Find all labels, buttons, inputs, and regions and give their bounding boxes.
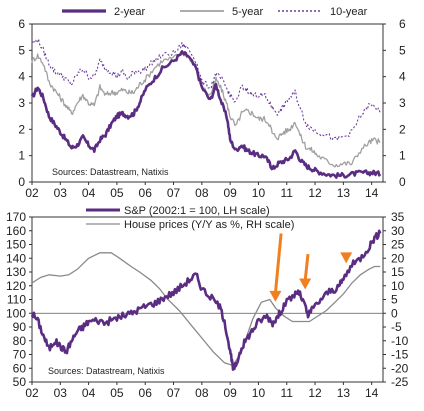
top-left-tick-label: 0: [18, 175, 25, 189]
top-right-tick-label: 0: [399, 175, 406, 189]
series-line-2-year: [32, 51, 380, 177]
bottom-x-tick-label: 08: [195, 386, 209, 400]
bottom-right-tick-label: 20: [391, 251, 405, 265]
top-x-tick-label: 14: [365, 186, 379, 200]
top-x-tick-label: 09: [223, 186, 237, 200]
top-right-tick-label: 6: [399, 17, 406, 31]
top-legend: 2-year 5-year 10-year: [62, 6, 368, 18]
orange-arrow-head: [269, 291, 281, 302]
bottom-chart-panel: 5060708090100110120130140150160170-25-20…: [6, 210, 409, 400]
top-x-tick-label: 04: [82, 186, 96, 200]
top-right-tick-label: 3: [399, 96, 406, 110]
bottom-x-tick-label: 07: [167, 386, 181, 400]
top-x-tick-label: 05: [110, 186, 124, 200]
top-source-note: Sources: Datastream, Natixis: [52, 167, 169, 177]
top-legend-label: 10-year: [330, 6, 368, 18]
bottom-left-tick-label: 130: [6, 265, 26, 279]
bottom-right-tick-label: 30: [391, 224, 405, 238]
top-legend-label: 2-year: [114, 6, 146, 18]
bottom-x-tick-label: 02: [25, 386, 39, 400]
series-line-5-year: [32, 52, 380, 167]
top-x-tick-label: 06: [139, 186, 153, 200]
bottom-x-tick-label: 13: [337, 386, 351, 400]
top-left-tick-label: 1: [18, 149, 25, 163]
bottom-legend: S&P (2002:1 = 100, LH scale) House prices…: [86, 205, 294, 231]
top-x-tick-label: 12: [308, 186, 322, 200]
bottom-x-tick-label: 11: [281, 386, 294, 400]
bottom-plot-frame: [32, 217, 383, 382]
orange-arrow-shaft: [305, 254, 308, 280]
bottom-x-tick-label: 12: [308, 386, 322, 400]
bottom-right-tick-label: -25: [391, 375, 409, 389]
top-right-tick-label: 1: [399, 149, 406, 163]
top-right-tick-label: 4: [399, 70, 406, 84]
series-line-sp: [32, 231, 380, 370]
bottom-right-tick-label: 25: [391, 238, 405, 252]
bottom-x-tick-label: 14: [365, 386, 379, 400]
top-x-tick-label: 08: [195, 186, 209, 200]
top-left-tick-label: 6: [18, 17, 25, 31]
bottom-left-tick-label: 50: [13, 375, 27, 389]
bottom-left-tick-label: 80: [13, 334, 27, 348]
bottom-x-tick-label: 10: [252, 386, 266, 400]
bottom-left-tick-label: 150: [6, 238, 26, 252]
top-left-tick-label: 3: [18, 96, 25, 110]
bottom-left-tick-label: 60: [13, 361, 27, 375]
top-legend-label: 5-year: [232, 6, 264, 18]
bottom-left-tick-label: 100: [6, 306, 26, 320]
bottom-source-note: Sources: Datastream, Natixis: [48, 366, 165, 376]
bottom-x-tick-label: 09: [223, 386, 237, 400]
top-x-tick-label: 13: [337, 186, 351, 200]
top-x-tick-label: 03: [54, 186, 68, 200]
bottom-right-tick-label: 5: [391, 293, 398, 307]
series-line-10-year: [32, 39, 380, 140]
bottom-right-tick-label: -20: [391, 361, 409, 375]
top-x-tick-label: 10: [252, 186, 266, 200]
bottom-right-tick-label: -10: [391, 334, 409, 348]
bottom-legend-label-sp: S&P (2002:1 = 100, LH scale): [124, 205, 270, 217]
bottom-right-tick-label: 15: [391, 265, 405, 279]
bottom-left-tick-label: 160: [6, 224, 26, 238]
bottom-left-tick-label: 140: [6, 251, 26, 265]
bottom-right-tick-label: 35: [391, 210, 405, 224]
bottom-right-tick-label: -5: [391, 320, 402, 334]
bottom-right-tick-label: -15: [391, 348, 409, 362]
orange-arrow-shaft: [275, 234, 281, 293]
bottom-right-tick-label: 10: [391, 279, 405, 293]
bottom-left-tick-label: 110: [7, 293, 26, 307]
orange-arrow-head: [340, 252, 352, 263]
top-x-tick-label: 07: [167, 186, 181, 200]
top-right-tick-label: 2: [399, 122, 406, 136]
bottom-legend-label-house: House prices (Y/Y as %, RH scale): [124, 219, 294, 231]
bottom-left-tick-label: 90: [13, 320, 27, 334]
series-line-house-prices: [32, 253, 380, 366]
bottom-left-tick-label: 170: [6, 210, 26, 224]
bottom-x-tick-label: 04: [82, 386, 96, 400]
top-left-tick-label: 5: [18, 43, 25, 57]
bottom-left-tick-label: 120: [6, 279, 26, 293]
bottom-right-tick-label: 0: [391, 306, 398, 320]
orange-arrow-head: [299, 279, 311, 290]
top-plot-frame: [32, 24, 383, 182]
top-x-tick-label: 02: [25, 186, 39, 200]
bottom-left-tick-label: 70: [13, 348, 27, 362]
top-right-tick-label: 5: [399, 43, 406, 57]
bottom-x-tick-label: 06: [139, 386, 153, 400]
bottom-x-tick-label: 03: [54, 386, 68, 400]
top-left-tick-label: 4: [18, 70, 25, 84]
top-left-tick-label: 2: [18, 122, 25, 136]
bottom-x-tick-label: 05: [110, 386, 124, 400]
top-x-tick-label: 11: [281, 186, 294, 200]
